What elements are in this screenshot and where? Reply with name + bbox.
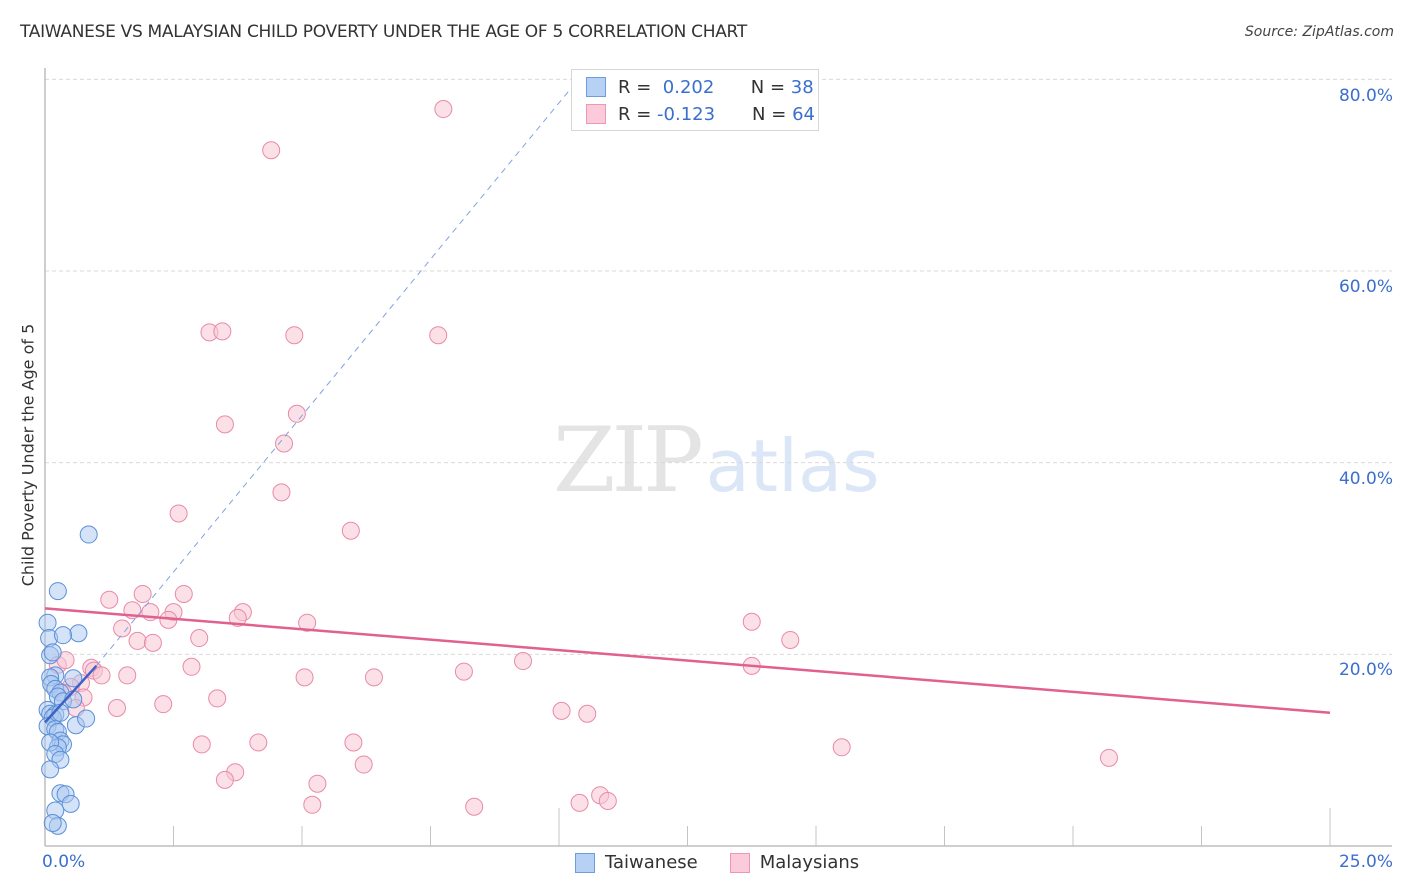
data-point-malaysians xyxy=(552,701,571,720)
stats-legend: R = 0.202 N = 38 R = -0.123 N = 64 xyxy=(571,69,819,131)
data-point-taiwanese xyxy=(43,814,62,832)
data-point-malaysians xyxy=(287,404,306,423)
data-point-malaysians xyxy=(354,755,373,774)
data-point-taiwanese xyxy=(38,613,57,632)
r-label: R = xyxy=(618,76,652,98)
data-point-malaysians xyxy=(118,666,137,685)
y-tick-60: 60.0% xyxy=(1338,277,1393,297)
data-point-taiwanese xyxy=(79,525,98,544)
taiwanese-trend-extension xyxy=(96,83,575,667)
data-point-malaysians xyxy=(344,733,363,752)
data-point-malaysians xyxy=(308,774,327,793)
legend-row-taiwanese: R = 0.202 N = 38 xyxy=(586,75,814,99)
taiwanese-points xyxy=(38,525,98,835)
data-point-malaysians xyxy=(285,326,304,345)
taiwanese-swatch-icon xyxy=(575,852,595,873)
source-credit: Source: ZipAtlas.com xyxy=(1244,24,1394,40)
data-point-malaysians xyxy=(570,793,589,812)
r-value-malaysians: -0.123 xyxy=(657,103,716,125)
data-point-malaysians xyxy=(182,657,201,676)
trend-lines xyxy=(44,83,1331,724)
data-point-taiwanese xyxy=(77,709,96,728)
data-point-malaysians xyxy=(213,322,232,341)
data-point-malaysians xyxy=(781,630,800,649)
data-point-malaysians xyxy=(598,791,617,810)
data-point-malaysians xyxy=(133,584,152,603)
r-label: R = xyxy=(618,103,652,125)
data-point-malaysians xyxy=(228,608,247,627)
data-point-malaysians xyxy=(341,521,360,540)
data-point-malaysians xyxy=(215,415,234,434)
legend-item-malaysians[interactable]: Malaysians xyxy=(729,852,860,873)
data-point-malaysians xyxy=(92,666,111,685)
data-point-malaysians xyxy=(215,770,234,789)
gridlines xyxy=(45,78,1392,655)
y-axis-label: Child Poverty Under the Age of 5 xyxy=(18,323,38,587)
data-point-malaysians xyxy=(298,613,317,632)
data-point-malaysians xyxy=(113,619,132,638)
data-point-malaysians xyxy=(128,631,147,650)
r-value-taiwanese: 0.202 xyxy=(662,76,715,98)
data-point-taiwanese xyxy=(41,760,60,779)
data-point-malaysians xyxy=(249,733,268,752)
data-point-malaysians xyxy=(465,797,484,816)
data-point-malaysians xyxy=(208,689,227,708)
n-value-malaysians: 64 xyxy=(792,103,815,125)
legend-item-taiwanese[interactable]: Taiwanese xyxy=(575,852,698,873)
n-value-taiwanese: 38 xyxy=(790,76,814,98)
data-point-malaysians xyxy=(100,590,119,609)
malaysians-trend-line xyxy=(44,607,1331,715)
data-point-malaysians xyxy=(303,795,322,814)
data-point-malaysians xyxy=(154,695,173,714)
malaysians-swatch-icon xyxy=(729,852,750,873)
data-point-malaysians xyxy=(174,584,193,603)
data-point-taiwanese xyxy=(64,669,83,688)
data-point-malaysians xyxy=(192,735,211,754)
malaysians-swatch-icon xyxy=(586,104,606,124)
malaysians-points xyxy=(48,100,1118,816)
data-point-malaysians xyxy=(262,141,281,160)
x-tick-0: 0.0% xyxy=(42,852,86,872)
n-label: N = xyxy=(752,103,787,125)
data-point-taiwanese xyxy=(43,643,62,662)
data-point-malaysians xyxy=(107,699,126,717)
series-legend: Taiwanese Malaysians xyxy=(575,852,891,873)
data-point-malaysians xyxy=(272,483,291,502)
x-tick-25: 25.0% xyxy=(1338,852,1393,872)
data-point-malaysians xyxy=(1099,748,1118,767)
data-point-taiwanese xyxy=(48,582,67,601)
data-point-malaysians xyxy=(832,738,851,757)
data-point-malaysians xyxy=(429,326,448,345)
data-point-malaysians xyxy=(190,629,209,648)
data-point-malaysians xyxy=(514,652,533,671)
data-point-malaysians xyxy=(169,504,188,523)
data-point-malaysians xyxy=(275,434,294,453)
x-tick-marks xyxy=(173,808,1331,846)
legend-label-malaysians: Malaysians xyxy=(759,852,860,873)
taiwanese-swatch-icon xyxy=(586,77,606,97)
data-point-taiwanese xyxy=(53,626,72,645)
n-label: N = xyxy=(750,76,786,98)
data-point-taiwanese xyxy=(61,794,80,813)
data-point-malaysians xyxy=(295,668,314,687)
chart-title: TAIWANESE VS MALAYSIAN CHILD POVERTY UND… xyxy=(20,22,747,42)
data-point-taiwanese xyxy=(69,624,88,643)
data-point-malaysians xyxy=(434,100,453,119)
data-point-malaysians xyxy=(454,662,473,681)
legend-row-malaysians: R = -0.123 N = 64 xyxy=(586,102,815,126)
data-point-malaysians xyxy=(143,633,162,652)
legend-label-taiwanese: Taiwanese xyxy=(605,852,698,873)
data-point-malaysians xyxy=(742,612,761,631)
y-tick-40: 40.0% xyxy=(1338,469,1393,489)
data-point-malaysians xyxy=(578,704,597,723)
y-tick-80: 80.0% xyxy=(1338,86,1393,106)
data-point-malaysians xyxy=(364,668,383,687)
taiwanese-trend-line xyxy=(44,664,98,724)
y-tick-20: 20.0% xyxy=(1338,660,1393,680)
